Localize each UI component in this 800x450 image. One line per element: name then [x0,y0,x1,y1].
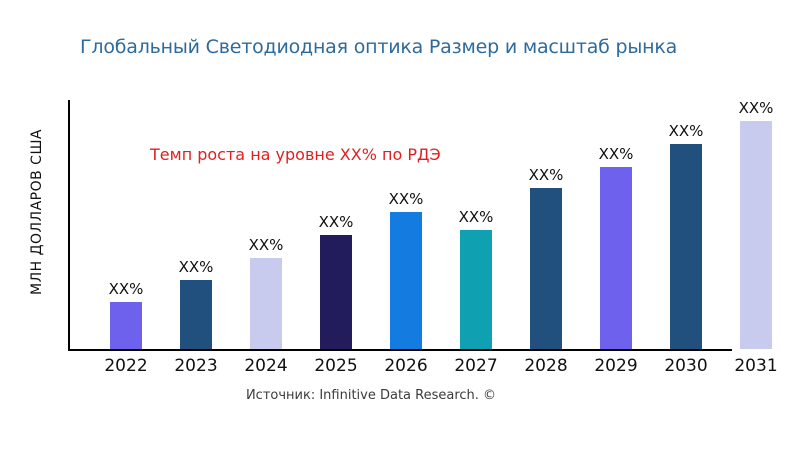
bar-value-label-2030: XX% [668,122,704,140]
x-tick-2025: 2025 [314,356,358,376]
bar-2022 [110,302,142,349]
x-tick-2029: 2029 [594,356,638,376]
bar-2026 [390,212,422,349]
x-tick-2028: 2028 [524,356,568,376]
x-axis-line [68,349,732,351]
chart-title: Глобальный Светодиодная оптика Размер и … [80,36,678,58]
bar-2028 [530,188,562,349]
x-tick-2030: 2030 [664,356,708,376]
x-tick-2024: 2024 [244,356,288,376]
bar-value-label-2022: XX% [108,280,144,298]
bar-value-label-2028: XX% [528,166,564,184]
bar-2025 [320,235,352,349]
x-tick-2023: 2023 [174,356,218,376]
x-tick-2031: 2031 [734,356,778,376]
bar-2023 [180,280,212,349]
y-axis-line [68,100,70,351]
bar-value-label-2027: XX% [458,208,494,226]
growth-rate-annotation: Темп роста на уровне XX% по РДЭ [150,145,441,164]
bar-2024 [250,258,282,349]
bar-value-label-2024: XX% [248,236,284,254]
bar-2027 [460,230,492,349]
x-tick-2026: 2026 [384,356,428,376]
y-axis-label: МЛН ДОЛЛАРОВ США [29,128,45,296]
bar-value-label-2026: XX% [388,190,424,208]
bar-value-label-2025: XX% [318,213,354,231]
bar-value-label-2023: XX% [178,258,214,276]
bar-value-label-2031: XX% [738,99,774,117]
bar-2030 [670,144,702,349]
bar-2029 [600,167,632,349]
source-attribution: Источник: Infinitive Data Research. © [245,388,497,403]
bar-value-label-2029: XX% [598,145,634,163]
bar-2031 [740,121,772,349]
x-tick-2027: 2027 [454,356,498,376]
x-tick-2022: 2022 [104,356,148,376]
